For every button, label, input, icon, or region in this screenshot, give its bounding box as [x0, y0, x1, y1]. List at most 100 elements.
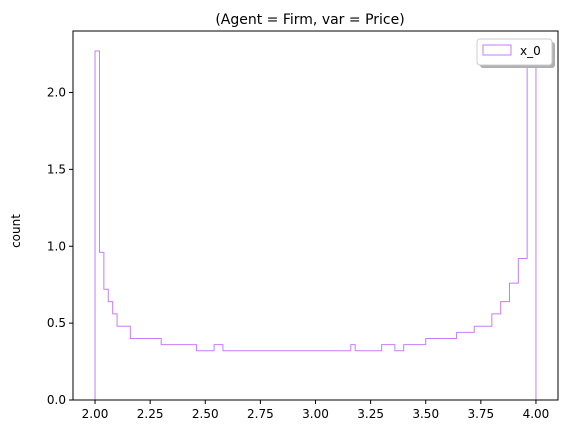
histogram-bin [214, 345, 218, 400]
histogram-step-outline [94, 50, 537, 400]
histogram-bin [501, 302, 505, 400]
histogram-bin [99, 252, 103, 400]
chart-title: (Agent = Firm, var = Price) [215, 12, 404, 28]
histogram-bin [479, 326, 483, 400]
y-tick-label: 1.0 [47, 239, 66, 253]
histogram-bin [267, 351, 271, 400]
histogram-bin [333, 351, 337, 400]
x-tick-label: 3.75 [467, 407, 494, 421]
histogram-bin [338, 351, 342, 400]
y-tick-label: 0.5 [47, 316, 66, 330]
histogram-bin [219, 345, 223, 400]
histogram-bin [311, 351, 315, 400]
y-axis-ticks: 0.0 0.5 1.0 1.5 2.0 [47, 86, 73, 407]
x-tick-label: 2.25 [137, 407, 164, 421]
x-tick-label: 3.50 [412, 407, 439, 421]
histogram-bin [254, 351, 258, 400]
histogram-bin [144, 339, 148, 401]
histogram-bin [298, 351, 302, 400]
histogram-bin [276, 351, 280, 400]
histogram-bin [210, 351, 214, 400]
histogram-bin [285, 351, 289, 400]
y-tick-label: 0.0 [47, 393, 66, 407]
histogram-bin [452, 339, 456, 401]
histogram-bin [104, 289, 108, 400]
histogram-bin [360, 351, 364, 400]
histogram-bin [95, 51, 99, 400]
histogram-bin [518, 259, 522, 400]
histogram-bin [170, 345, 174, 400]
histogram-bin [108, 302, 112, 400]
histogram-bin [368, 351, 372, 400]
histogram-bin [263, 351, 267, 400]
histogram-bin [113, 314, 117, 400]
histogram-bin [196, 351, 200, 400]
histogram-bin [130, 339, 134, 401]
histogram-bin [430, 339, 434, 401]
histogram-bin [514, 283, 518, 400]
histogram-bin [505, 302, 509, 400]
histogram-bin [117, 326, 121, 400]
histogram-bin [157, 339, 161, 401]
histogram-bin [492, 314, 496, 400]
histogram-bin [417, 345, 421, 400]
y-tick-label: 1.5 [47, 162, 66, 176]
histogram-bin [329, 351, 333, 400]
plot-area [94, 50, 537, 401]
x-tick-label: 2.00 [82, 407, 109, 421]
histogram-bin [346, 351, 350, 400]
histogram-bin [271, 351, 275, 400]
histogram-bin [161, 345, 165, 400]
histogram-bin [302, 351, 306, 400]
histogram-bin [179, 345, 183, 400]
histogram-bin [461, 332, 465, 400]
x-tick-label: 3.25 [357, 407, 384, 421]
y-tick-label: 2.0 [47, 86, 66, 100]
histogram-bin [399, 351, 403, 400]
histogram-bin [382, 345, 386, 400]
histogram-bin [448, 339, 452, 401]
legend-label-x_0: x_0 [520, 44, 541, 58]
histogram-bin [166, 345, 170, 400]
histogram-bin [249, 351, 253, 400]
histogram-bin [470, 332, 474, 400]
histogram-bin [474, 326, 478, 400]
histogram-bin [386, 345, 390, 400]
histogram-bin [188, 345, 192, 400]
x-axis-ticks: 2.00 2.25 2.50 2.75 3.00 3.25 3.50 3.75 4.00 [82, 400, 549, 421]
histogram-bin [523, 259, 527, 400]
histogram-bin [465, 332, 469, 400]
histogram-bin [443, 339, 447, 401]
histogram-bin [174, 345, 178, 400]
histogram-bin [377, 351, 381, 400]
histogram-bin [324, 351, 328, 400]
histogram-bin [390, 345, 394, 400]
histogram-bin [373, 351, 377, 400]
histogram-bin [205, 351, 209, 400]
histogram-bin [183, 345, 187, 400]
histogram-bin [293, 351, 297, 400]
histogram-bin [439, 339, 443, 401]
histogram-bin [280, 351, 284, 400]
histogram-bin [192, 345, 196, 400]
histogram-bin [364, 351, 368, 400]
histogram-bin [404, 345, 408, 400]
x-tick-label: 2.50 [192, 407, 219, 421]
histogram-bin [126, 326, 130, 400]
histogram-bin [245, 351, 249, 400]
histogram-bin [320, 351, 324, 400]
histogram-bin [435, 339, 439, 401]
x-tick-label: 2.75 [247, 407, 274, 421]
histogram-bin [510, 283, 514, 400]
histogram-bin [139, 339, 143, 401]
legend-box [476, 38, 553, 66]
histogram-bin [152, 339, 156, 401]
histogram-bin [316, 351, 320, 400]
legend: x_0 [476, 38, 555, 68]
histogram-bin [236, 351, 240, 400]
histogram-bin [527, 51, 531, 400]
legend-swatch-x_0 [482, 44, 512, 56]
histogram-bin [413, 345, 417, 400]
